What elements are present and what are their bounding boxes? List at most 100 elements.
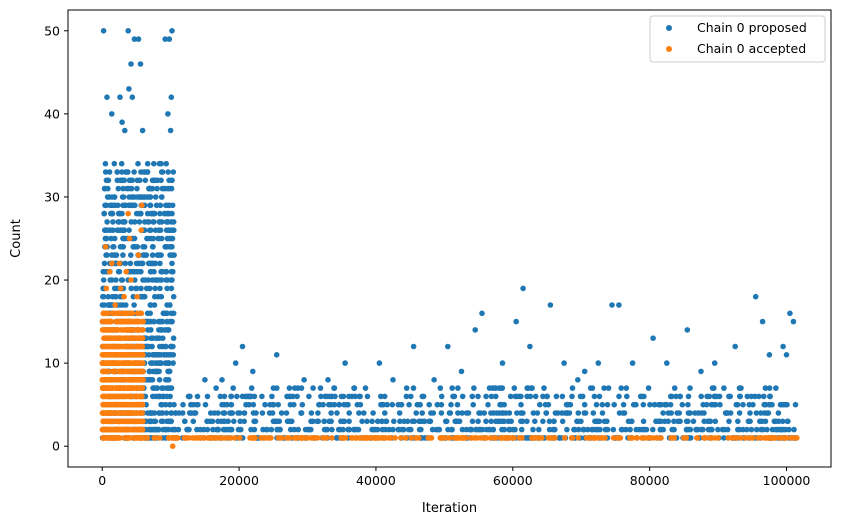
data-point bbox=[145, 194, 152, 200]
data-point bbox=[151, 160, 157, 167]
data-point bbox=[359, 418, 365, 425]
data-point bbox=[555, 410, 561, 416]
data-point bbox=[157, 210, 163, 217]
data-point bbox=[139, 343, 146, 350]
data-point bbox=[540, 418, 546, 425]
data-point bbox=[228, 401, 235, 408]
data-point bbox=[151, 210, 158, 217]
data-point bbox=[378, 393, 384, 400]
data-point bbox=[364, 435, 370, 441]
data-point bbox=[165, 169, 171, 175]
data-point bbox=[162, 310, 169, 317]
data-point bbox=[501, 418, 507, 425]
data-point bbox=[154, 185, 160, 192]
data-point bbox=[315, 418, 322, 425]
data-point bbox=[158, 169, 165, 175]
data-point bbox=[119, 119, 125, 125]
data-point bbox=[419, 410, 426, 416]
data-point bbox=[164, 235, 171, 242]
data-point bbox=[426, 418, 432, 425]
data-point bbox=[126, 185, 132, 192]
data-point bbox=[171, 401, 177, 408]
data-point bbox=[544, 393, 550, 400]
data-point bbox=[109, 385, 116, 391]
data-point bbox=[758, 435, 764, 441]
data-point bbox=[416, 426, 423, 433]
data-point bbox=[650, 426, 656, 433]
data-point bbox=[239, 343, 246, 350]
data-point bbox=[158, 360, 164, 366]
data-point bbox=[144, 169, 150, 175]
data-point bbox=[102, 310, 108, 317]
data-point bbox=[269, 393, 275, 400]
data-point bbox=[136, 177, 143, 184]
data-point bbox=[709, 385, 716, 391]
data-point bbox=[123, 401, 130, 408]
data-point bbox=[202, 401, 209, 408]
data-point bbox=[119, 327, 125, 333]
data-point bbox=[151, 435, 158, 441]
data-point bbox=[253, 410, 259, 416]
data-point bbox=[133, 352, 139, 358]
data-point bbox=[470, 401, 477, 408]
data-point bbox=[144, 343, 151, 350]
data-point bbox=[152, 285, 158, 292]
data-point bbox=[417, 401, 423, 408]
data-point bbox=[167, 244, 173, 250]
data-point bbox=[543, 410, 550, 416]
data-point bbox=[762, 418, 769, 425]
data-point bbox=[513, 318, 519, 325]
data-point bbox=[518, 435, 525, 441]
data-point bbox=[609, 302, 615, 308]
data-point bbox=[145, 219, 152, 225]
data-point bbox=[416, 418, 422, 425]
data-point bbox=[105, 418, 112, 425]
data-point bbox=[168, 185, 175, 192]
data-point bbox=[687, 385, 693, 391]
data-point bbox=[679, 401, 686, 408]
data-point bbox=[753, 426, 760, 433]
data-point bbox=[181, 418, 188, 425]
data-point bbox=[704, 393, 710, 400]
data-point bbox=[126, 177, 133, 184]
data-point bbox=[753, 410, 760, 416]
data-point bbox=[156, 219, 163, 225]
data-point bbox=[119, 177, 126, 184]
data-point bbox=[126, 235, 133, 242]
data-point bbox=[436, 426, 443, 433]
data-point bbox=[151, 418, 158, 425]
data-point bbox=[301, 377, 307, 383]
data-point bbox=[473, 426, 479, 433]
data-point bbox=[169, 268, 176, 275]
data-point bbox=[134, 285, 140, 292]
data-point bbox=[736, 410, 743, 416]
data-point bbox=[151, 219, 157, 225]
data-point bbox=[111, 160, 118, 167]
data-point bbox=[139, 293, 145, 300]
data-point bbox=[145, 277, 151, 283]
data-point bbox=[701, 418, 707, 425]
data-point bbox=[779, 418, 786, 425]
data-point bbox=[100, 393, 107, 400]
y-tick-label: 0 bbox=[52, 439, 60, 454]
data-point bbox=[620, 401, 627, 408]
data-point bbox=[591, 393, 598, 400]
data-point bbox=[530, 435, 536, 441]
data-point bbox=[355, 426, 362, 433]
data-point bbox=[469, 393, 476, 400]
data-point bbox=[108, 410, 114, 416]
data-point bbox=[100, 418, 107, 425]
data-point bbox=[338, 435, 345, 441]
data-point bbox=[115, 377, 121, 383]
data-point bbox=[120, 252, 126, 258]
data-point bbox=[130, 327, 137, 333]
data-point bbox=[381, 393, 388, 400]
data-point bbox=[454, 401, 461, 408]
data-point bbox=[572, 426, 578, 433]
data-point bbox=[714, 393, 720, 400]
x-tick-label: 40000 bbox=[356, 473, 396, 488]
plot-frame bbox=[67, 9, 832, 468]
data-point bbox=[124, 377, 130, 383]
data-point bbox=[264, 426, 270, 433]
data-point bbox=[163, 160, 169, 167]
